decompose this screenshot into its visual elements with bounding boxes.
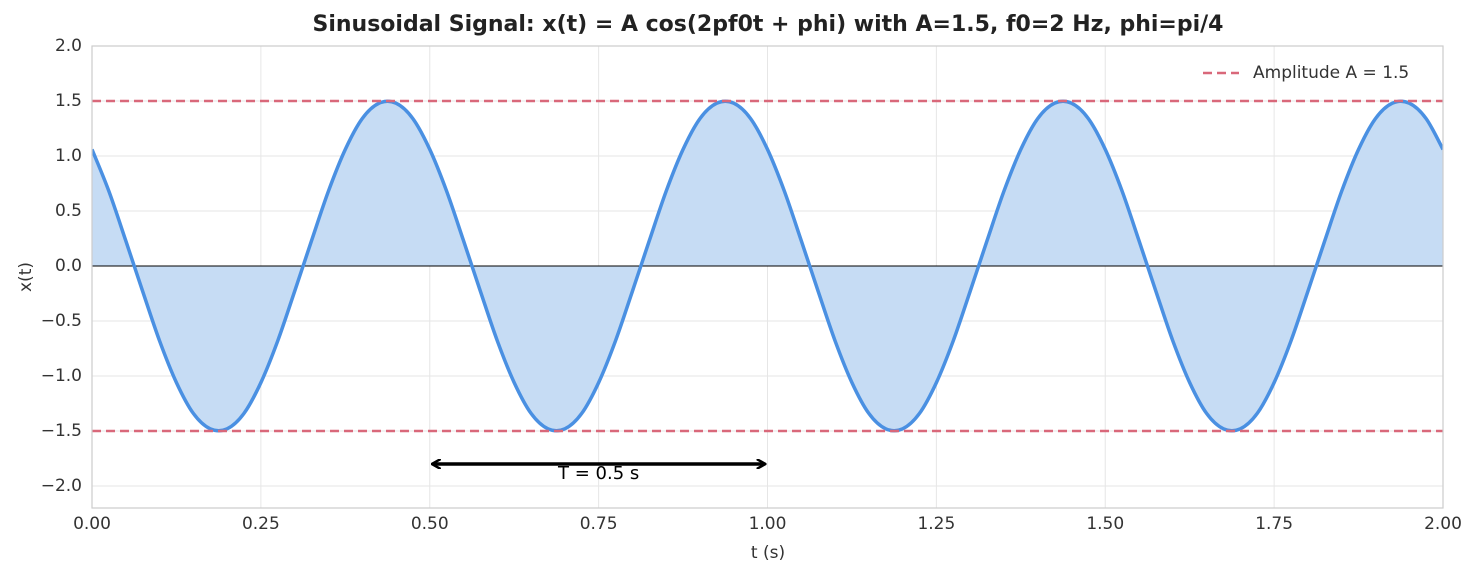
y-tick-label: 1.5 xyxy=(55,91,82,111)
y-tick-label: −0.5 xyxy=(41,311,82,331)
plot-area xyxy=(92,99,1443,433)
x-tick-label: 1.00 xyxy=(749,514,787,534)
legend-label: Amplitude A = 1.5 xyxy=(1253,63,1409,83)
y-tick-label: 2.0 xyxy=(55,36,82,56)
x-tick-label: 2.00 xyxy=(1424,514,1462,534)
x-axis-label: t (s) xyxy=(751,543,785,563)
annotation: T = 0.5 s xyxy=(557,463,639,484)
y-tick-label: −1.0 xyxy=(41,366,82,386)
x-tick-label: 0.25 xyxy=(242,514,280,534)
frame xyxy=(91,45,1444,509)
line xyxy=(92,99,1443,433)
y-tick-label: 0.5 xyxy=(55,201,82,221)
y-tick-label: −2.0 xyxy=(41,476,82,496)
chart-title: Sinusoidal Signal: x(t) = A cos(2pf0t + … xyxy=(312,12,1223,37)
x-tick-label: 1.25 xyxy=(917,514,955,534)
x-tick-label: 0.00 xyxy=(73,514,111,534)
x-tick-label: 1.50 xyxy=(1086,514,1124,534)
y-tick-label: −1.5 xyxy=(41,421,82,441)
x-tick-label: 0.75 xyxy=(580,514,618,534)
y-axis-label: x(t) xyxy=(16,262,36,292)
y-tick-label: 0.0 xyxy=(55,256,82,276)
x-tick-label: 1.75 xyxy=(1255,514,1293,534)
y-tick-label: 1.0 xyxy=(55,146,82,166)
x-tick-label: 0.50 xyxy=(411,514,449,534)
